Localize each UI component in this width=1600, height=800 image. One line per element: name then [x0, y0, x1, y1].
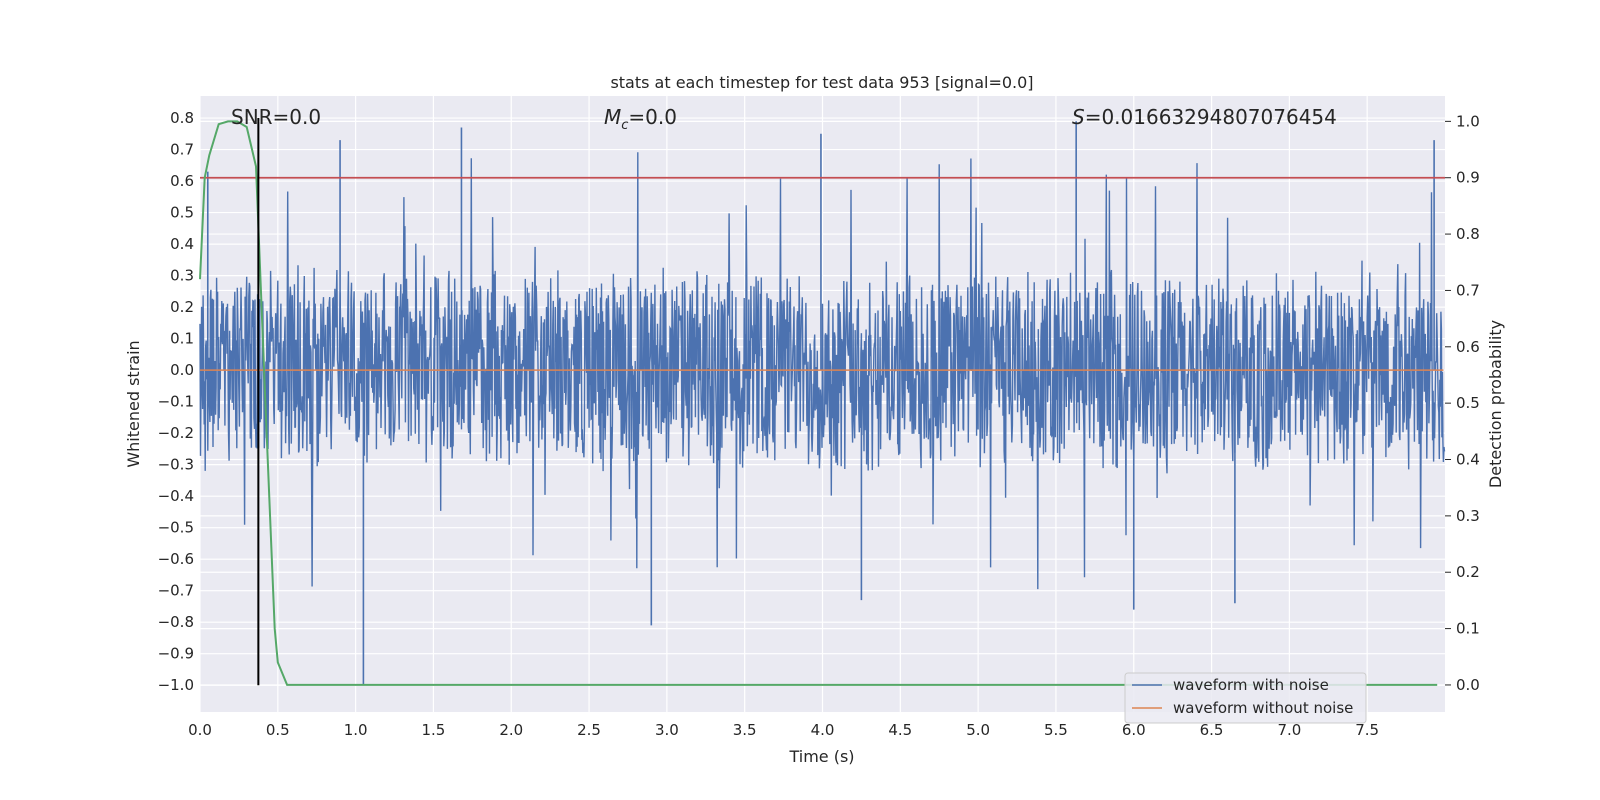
s-symbol: S: [1072, 105, 1085, 129]
y2-axis-label: Detection probability: [1486, 320, 1505, 488]
y-tick-label: 0.4: [170, 235, 194, 253]
mc-value: =0.0: [628, 105, 677, 129]
y-tick-label: −0.3: [158, 456, 194, 474]
noise-series: [199, 121, 1446, 686]
y-tick-label: −0.7: [158, 582, 194, 600]
y-tick-label: −0.6: [158, 550, 194, 568]
y-axis-label: Whitened strain: [124, 340, 143, 467]
x-tick-label: 4.0: [811, 721, 835, 739]
x-tick-label: 6.5: [1200, 721, 1224, 739]
y-tick-label: 0.2: [170, 298, 194, 316]
y2-tick-label: 0.1: [1456, 620, 1480, 638]
x-tick-label: 6.0: [1122, 721, 1146, 739]
x-tick-label: 7.5: [1355, 721, 1379, 739]
x-tick-label: 0.0: [188, 721, 212, 739]
y2-tick-label: 0.7: [1456, 281, 1480, 299]
y2-tick-label: 0.6: [1456, 338, 1480, 356]
overlays: [199, 118, 1445, 686]
legend: waveform with noise waveform without noi…: [1124, 672, 1367, 724]
x-tick-label: 1.0: [344, 721, 368, 739]
y-tick-label: −1.0: [158, 676, 194, 694]
y2-tick-label: 0.0: [1456, 676, 1480, 694]
x-tick-label: 5.0: [966, 721, 990, 739]
y-tick-label: 0.6: [170, 172, 194, 190]
noise-waveform-line: [199, 152, 1446, 590]
x-tick-label: 4.5: [888, 721, 912, 739]
y2-tick-label: 0.9: [1456, 169, 1480, 187]
y2-tick-label: 1.0: [1456, 112, 1480, 130]
mc-annotation: Mc=0.0: [604, 105, 677, 133]
mc-subscript: c: [621, 118, 628, 133]
s-annotation: S=0.01663294807076454: [1072, 105, 1337, 129]
x-tick-label: 2.5: [577, 721, 601, 739]
y-tick-label: 0.1: [170, 330, 194, 348]
detection-probability-line: [199, 120, 1438, 686]
y-tick-label: 0.5: [170, 204, 194, 222]
y-tick-label: −0.5: [158, 519, 194, 537]
x-tick-label: 3.5: [733, 721, 757, 739]
y-tick-label: −0.2: [158, 424, 194, 442]
y-tick-label: 0.3: [170, 267, 194, 285]
y2-tick-label: 0.2: [1456, 563, 1480, 581]
snr-annotation: SNR=0.0: [231, 105, 321, 129]
x-tick-label: 7.0: [1277, 721, 1301, 739]
legend-label-noise: waveform with noise: [1173, 676, 1329, 694]
ticks: 0.8 0.7 0.6 0.5 0.4 0.3 0.2 0.1 0.0 −0.1 −0.2 −0.3 −…: [158, 109, 1480, 739]
legend-label-clean: waveform without noise: [1173, 699, 1353, 717]
y-tick-label: −0.8: [158, 613, 194, 631]
y-tick-label: −0.1: [158, 393, 194, 411]
x-tick-label: 3.0: [655, 721, 679, 739]
y-tick-label: 0.8: [170, 109, 194, 127]
y-tick-label: 0.0: [170, 361, 194, 379]
mc-symbol: M: [604, 105, 621, 129]
y-tick-label: −0.4: [158, 487, 194, 505]
y-tick-label: −0.9: [158, 645, 194, 663]
x-tick-label: 5.5: [1044, 721, 1068, 739]
x-tick-label: 0.5: [266, 721, 290, 739]
y2-tick-label: 0.5: [1456, 394, 1480, 412]
y-tick-label: 0.7: [170, 141, 194, 159]
legend-box: [1124, 672, 1367, 724]
y2-tick-label: 0.8: [1456, 225, 1480, 243]
x-axis-label: Time (s): [788, 747, 854, 766]
x-tick-label: 2.0: [499, 721, 523, 739]
s-value: =0.01663294807076454: [1085, 105, 1337, 129]
x-tick-label: 1.5: [422, 721, 446, 739]
y2-tick-label: 0.4: [1456, 451, 1480, 469]
chart-title: stats at each timestep for test data 953…: [610, 73, 1033, 92]
y2-tick-label: 0.3: [1456, 507, 1480, 525]
